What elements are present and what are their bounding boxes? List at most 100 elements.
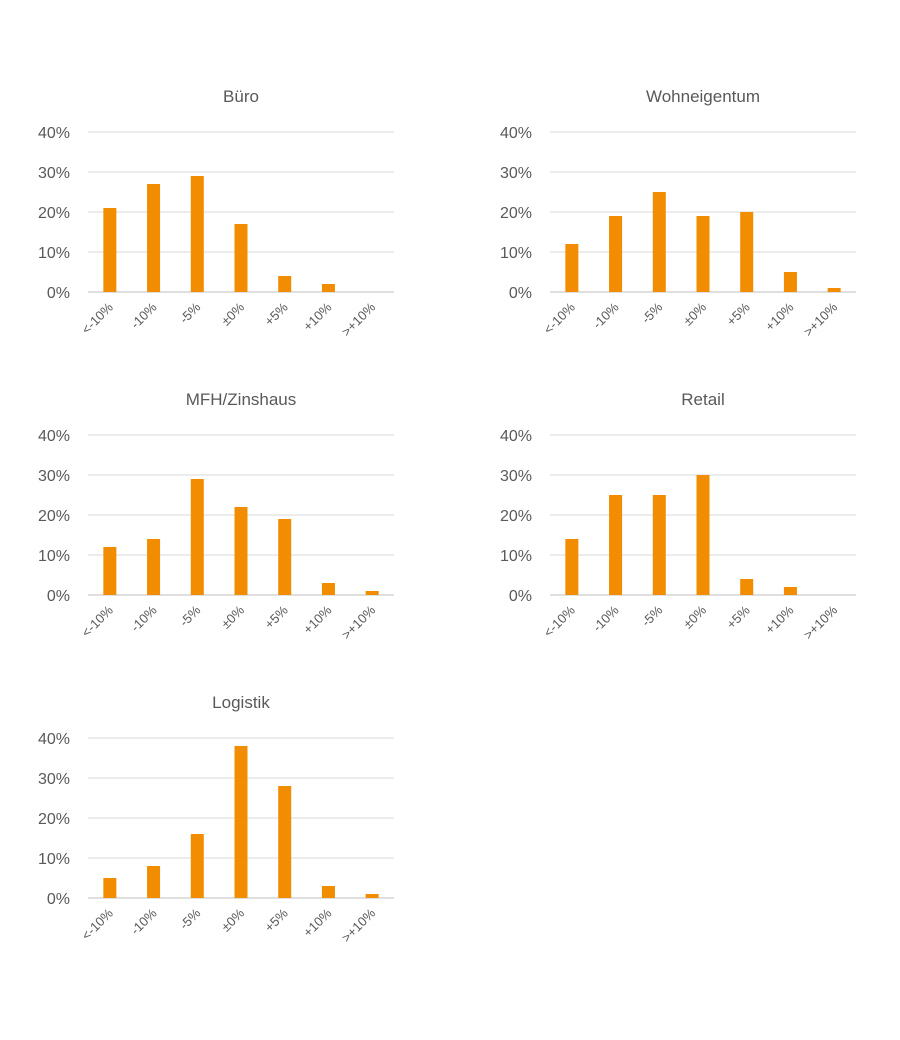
x-tick-label: +10% [300, 299, 335, 334]
y-tick-label: 40% [38, 731, 70, 748]
y-tick-label: 10% [500, 245, 532, 262]
chart-title: Büro [223, 87, 259, 106]
bar [696, 216, 710, 292]
x-tick-label: +5% [262, 905, 292, 935]
y-tick-label: 20% [38, 205, 70, 222]
bar [234, 224, 248, 292]
bar [234, 507, 248, 595]
x-tick-label: -5% [176, 299, 203, 326]
x-tick-label: -5% [638, 602, 665, 629]
x-tick-label: <-10% [541, 299, 579, 337]
x-tick-label: >+10% [339, 299, 379, 339]
y-tick-label: 30% [38, 468, 70, 485]
bar [147, 866, 161, 898]
x-tick-label: +10% [762, 602, 797, 637]
x-tick-label: ±0% [218, 299, 247, 328]
chart-retail: Retail 0% 10% 20% 30% 40% <-10% -10% -5% ±0% +5% +1… [500, 390, 856, 642]
x-tick-label: +5% [262, 602, 292, 632]
x-tick-label: -10% [128, 905, 160, 937]
y-tick-label: 0% [509, 285, 532, 302]
bar [103, 208, 117, 292]
y-tick-label: 20% [500, 508, 532, 525]
y-tick-label: 40% [38, 428, 70, 445]
y-tick-label: 20% [500, 205, 532, 222]
bar [103, 547, 117, 595]
chart-title: Logistik [212, 693, 270, 712]
x-tick-label: ±0% [218, 602, 247, 631]
x-tick-label: <-10% [541, 602, 579, 640]
x-tick-label: >+10% [801, 299, 841, 339]
y-tick-label: 20% [38, 508, 70, 525]
x-tick-label: -5% [638, 299, 665, 326]
y-tick-label: 0% [509, 588, 532, 605]
bar [609, 216, 623, 292]
bar [278, 519, 292, 595]
chart-logistik: Logistik 0% 10% 20% 30% 40% <-10% -10% -5% ±0% +5%… [38, 693, 394, 945]
x-tick-label: -5% [176, 602, 203, 629]
bar [147, 184, 161, 292]
bar [652, 495, 666, 595]
bar [190, 479, 204, 595]
bar [565, 539, 579, 595]
y-tick-label: 10% [38, 548, 70, 565]
x-tick-label: -10% [590, 299, 622, 331]
x-tick-label: -10% [128, 299, 160, 331]
bar [740, 579, 754, 595]
x-tick-label: ±0% [680, 299, 709, 328]
x-tick-label: -10% [590, 602, 622, 634]
bar [190, 834, 204, 898]
bar [652, 192, 666, 292]
x-tick-label: +10% [300, 905, 335, 940]
y-tick-label: 30% [500, 468, 532, 485]
bar [103, 878, 117, 898]
x-tick-label: ±0% [680, 602, 709, 631]
bar [321, 583, 335, 595]
bar [147, 539, 161, 595]
x-tick-label: +5% [262, 299, 292, 329]
bar [783, 587, 797, 595]
x-tick-label: -5% [176, 905, 203, 932]
x-tick-label: -10% [128, 602, 160, 634]
x-tick-label: >+10% [339, 602, 379, 642]
x-tick-label: +5% [724, 602, 754, 632]
bar [321, 886, 335, 898]
x-tick-label: >+10% [801, 602, 841, 642]
x-tick-label: <-10% [79, 905, 117, 943]
y-tick-label: 20% [38, 811, 70, 828]
bar [234, 746, 248, 898]
y-tick-label: 40% [500, 428, 532, 445]
y-tick-label: 10% [500, 548, 532, 565]
chart-buero: Büro 0% 10% 20% 30% 40% <-10% -10% -5% ±0% +5% +10%… [38, 87, 394, 339]
bar [321, 284, 335, 292]
bar [565, 244, 579, 292]
x-tick-label: +5% [724, 299, 754, 329]
x-tick-label: ±0% [218, 905, 247, 934]
x-tick-label: <-10% [79, 299, 117, 337]
bar [278, 786, 292, 898]
bar [696, 475, 710, 595]
y-tick-label: 0% [47, 891, 70, 908]
bar [190, 176, 204, 292]
x-tick-label: <-10% [79, 602, 117, 640]
y-tick-label: 0% [47, 588, 70, 605]
bar [365, 894, 379, 898]
y-tick-label: 30% [38, 771, 70, 788]
y-tick-label: 30% [500, 165, 532, 182]
chart-title: Wohneigentum [646, 87, 760, 106]
bar [278, 276, 292, 292]
x-tick-label: +10% [300, 602, 335, 637]
y-tick-label: 10% [38, 245, 70, 262]
y-tick-label: 0% [47, 285, 70, 302]
chart-title: MFH/Zinshaus [186, 390, 297, 409]
x-tick-label: >+10% [339, 905, 379, 945]
bar [609, 495, 623, 595]
y-tick-label: 40% [38, 125, 70, 142]
bar [783, 272, 797, 292]
y-tick-label: 10% [38, 851, 70, 868]
chart-mfh-zinshaus: MFH/Zinshaus 0% 10% 20% 30% 40% <-10% -10% -5% ±0… [38, 390, 394, 642]
chart-title: Retail [681, 390, 724, 409]
bar [827, 288, 841, 292]
y-tick-label: 30% [38, 165, 70, 182]
chart-wohneigentum: Wohneigentum 0% 10% 20% 30% 40% <-10% -10% -5% ±0… [500, 87, 856, 339]
bar [365, 591, 379, 595]
